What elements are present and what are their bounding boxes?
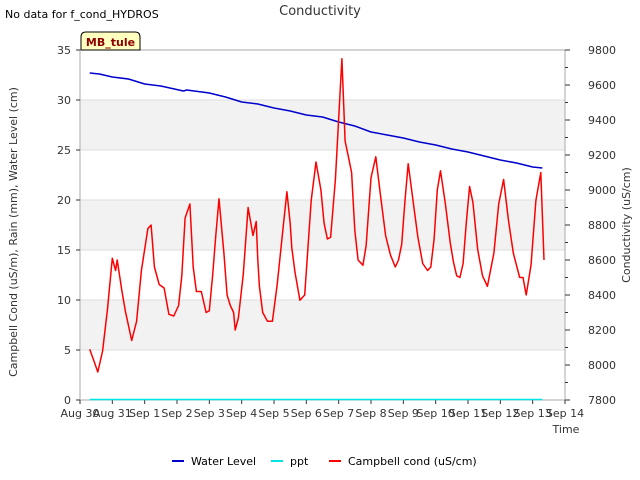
right-tick-label: 9800 [588, 44, 616, 57]
x-tick-label: Sep 10 [417, 407, 455, 420]
legend: Water Level ppt Campbell cond (uS/cm) [172, 455, 477, 468]
band-5 [80, 300, 565, 350]
x-tick-label: Sep 5 [258, 407, 289, 420]
left-tick-label: 20 [57, 194, 71, 207]
right-tick-label: 8800 [588, 219, 616, 232]
x-tick-label: Sep 13 [514, 407, 552, 420]
x-tick-label: Sep 9 [388, 407, 419, 420]
right-axis-ticks: 7800 8000 8200 8400 8600 8800 9000 9200 9400 9600… [565, 44, 616, 407]
left-tick-label: 0 [64, 394, 71, 407]
x-tick-label: Sep 7 [323, 407, 354, 420]
series-campbell-cond-us-cm [88, 58, 545, 373]
right-tick-label: 9400 [588, 114, 616, 127]
left-tick-label: 30 [57, 94, 71, 107]
legend-entry: Campbell cond (uS/cm) [348, 455, 477, 468]
x-tick-label: Sep 8 [355, 407, 386, 420]
right-tick-label: 8400 [588, 289, 616, 302]
right-tick-label: 9200 [588, 149, 616, 162]
x-tick-label: Sep 1 [129, 407, 160, 420]
x-tick-label: Sep 14 [546, 407, 584, 420]
x-tick-label: Sep 3 [194, 407, 225, 420]
left-tick-label: 10 [57, 294, 71, 307]
right-tick-label: 7800 [588, 394, 616, 407]
series-lines [88, 58, 545, 401]
left-tick-label: 25 [57, 144, 71, 157]
no-data-note: No data for f_cond_HYDROS [5, 8, 159, 21]
x-tick-label: Aug 30 [61, 407, 100, 420]
x-tick-label: Sep 4 [226, 407, 257, 420]
x-tick-label: Sep 11 [449, 407, 487, 420]
right-axis-label: Conductivity (uS/cm) [620, 167, 633, 283]
site-badge-box [80, 31, 141, 51]
site-badge-label: MB_tule [86, 36, 135, 49]
right-tick-label: 8000 [588, 359, 616, 372]
left-tick-label: 15 [57, 244, 71, 257]
right-tick-label: 8600 [588, 254, 616, 267]
right-tick-label: 9000 [588, 184, 616, 197]
x-tick-label: Aug 31 [93, 407, 132, 420]
band-25 [80, 100, 565, 150]
x-tick-label: Sep 2 [161, 407, 192, 420]
x-tick-label: Sep 6 [291, 407, 322, 420]
background-bands [80, 100, 565, 350]
right-tick-label: 9600 [588, 79, 616, 92]
site-badge: MB_tule [80, 31, 141, 51]
x-tick-label: Sep 12 [481, 407, 519, 420]
left-axis-label: Campbell Cond (uS/m), Rain (mm), Water L… [7, 87, 20, 377]
left-tick-label: 5 [64, 344, 71, 357]
left-axis-ticks: 0 5 10 15 20 25 30 35 [57, 44, 80, 407]
legend-entry: ppt [290, 455, 309, 468]
x-axis-label: Time [552, 423, 580, 436]
series-water-level [89, 72, 543, 169]
chart-title: Conductivity [279, 4, 361, 19]
left-tick-label: 35 [57, 44, 71, 57]
right-tick-label: 8200 [588, 324, 616, 337]
legend-entry: Water Level [191, 455, 256, 468]
